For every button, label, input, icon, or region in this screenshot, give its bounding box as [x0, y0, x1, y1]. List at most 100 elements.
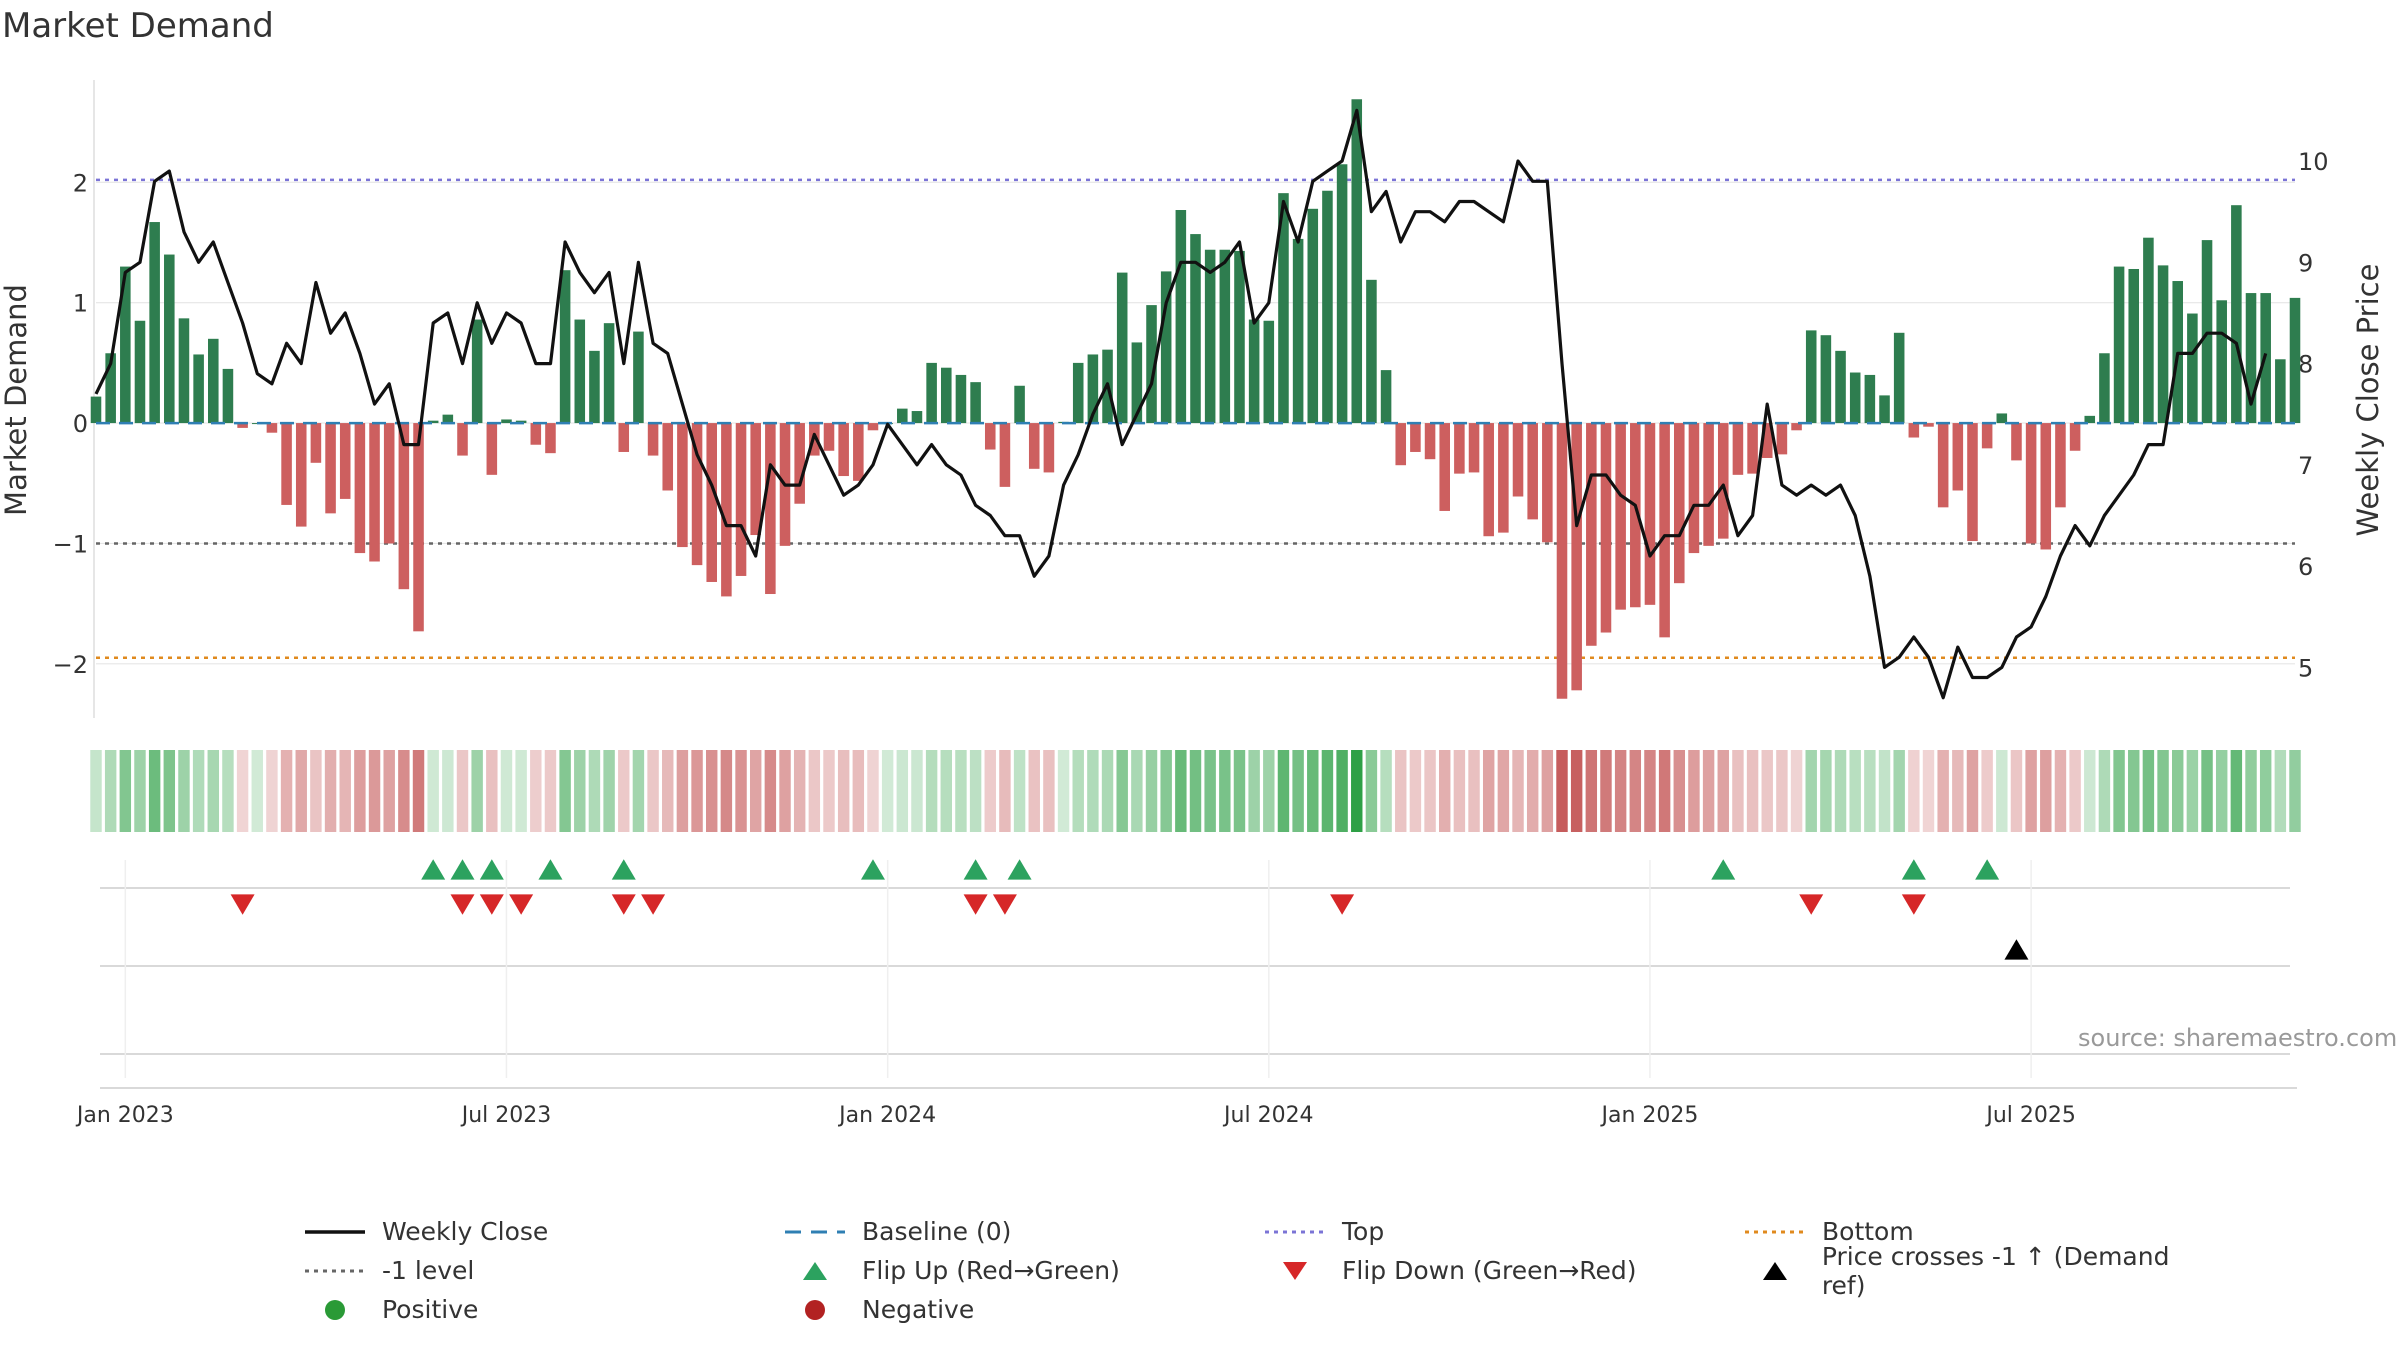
- flip-up-marker: [1007, 859, 1032, 880]
- heat-strip-cell: [1263, 750, 1275, 832]
- demand-bar-positive: [1351, 99, 1363, 424]
- heat-strip-cell: [1922, 750, 1935, 832]
- heat-strip-cell: [119, 750, 132, 832]
- heat-strip-cell: [1996, 750, 2008, 832]
- demand-bar-positive: [2245, 293, 2257, 424]
- demand-bar-negative: [383, 423, 395, 544]
- heat-strip-cell: [1219, 750, 1231, 832]
- flip-up-marker: [1901, 859, 1926, 880]
- heat-strip-cell: [955, 750, 967, 832]
- heat-strip-cell: [134, 750, 146, 832]
- heat-strip-cell: [530, 750, 542, 832]
- flip-up-marker: [538, 859, 563, 880]
- heat-strip-cell: [2289, 750, 2301, 832]
- demand-bar-negative: [853, 423, 864, 481]
- demand-bar-positive: [442, 414, 454, 424]
- demand-bar-positive: [105, 353, 116, 424]
- flip-down-marker: [1901, 894, 1926, 915]
- heat-strip-cell: [911, 750, 923, 832]
- heat-strip-cell: [603, 750, 615, 832]
- heat-strip-cell: [251, 750, 263, 832]
- heat-strip-cell: [1028, 750, 1040, 832]
- demand-bar-positive: [589, 350, 600, 424]
- flip-down-marker: [1330, 894, 1355, 915]
- demand-bar-negative: [750, 423, 761, 536]
- demand-bar-negative: [1630, 423, 1641, 608]
- heat-strip-cell: [544, 750, 557, 832]
- heat-strip-cell: [280, 750, 293, 832]
- demand-bar-negative: [530, 423, 542, 445]
- heat-strip-cell: [1131, 750, 1143, 832]
- demand-bar-negative: [1043, 423, 1055, 473]
- demand-bar-negative: [281, 423, 292, 505]
- demand-bar-positive: [1072, 362, 1084, 424]
- demand-bar-negative: [1586, 423, 1597, 646]
- heat-strip-cell: [2054, 750, 2067, 832]
- demand-bar-positive: [2289, 297, 2301, 424]
- demand-bar-negative: [1952, 423, 1964, 491]
- demand-bar-positive: [2113, 266, 2125, 424]
- demand-bar-negative: [2011, 423, 2022, 461]
- demand-bar-negative: [339, 423, 351, 499]
- demand-bar-positive: [164, 254, 175, 424]
- flip-down-marker: [479, 894, 504, 915]
- demand-bar-negative: [2069, 423, 2081, 451]
- y-tick-label-right: 6: [2298, 553, 2313, 581]
- legend-item: Flip Down (Green→Red): [1260, 1251, 1740, 1290]
- demand-bar-positive: [574, 319, 586, 424]
- demand-bar-positive: [1820, 335, 1832, 424]
- heat-strip-cell: [222, 750, 234, 832]
- heat-strip-cell: [1409, 750, 1422, 832]
- demand-bar-positive: [2128, 268, 2140, 424]
- legend-label: Price crosses -1 ↑ (Demand ref): [1821, 1241, 2170, 1300]
- heat-strip-cell: [1878, 750, 1891, 832]
- heat-strip-cell: [310, 750, 322, 832]
- flip-down-marker: [1799, 894, 1824, 915]
- demand-bar-negative: [266, 423, 278, 433]
- flip-down-marker: [963, 894, 988, 915]
- demand-bar-positive: [1116, 272, 1128, 424]
- heat-strip-cell: [324, 750, 337, 832]
- heat-strip-cell: [1937, 750, 1949, 832]
- heat-strip-cell: [808, 750, 821, 832]
- heat-strip-cell: [1307, 750, 1319, 832]
- heat-strip-cell: [588, 750, 601, 832]
- demand-bar-positive: [955, 374, 967, 424]
- demand-bar-positive: [941, 367, 952, 424]
- heat-strip-cell: [1614, 750, 1627, 832]
- demand-bar-positive: [90, 396, 102, 424]
- heat-strip-cell: [1365, 750, 1378, 832]
- demand-bar-negative: [2055, 423, 2066, 508]
- chart-title: Market Demand: [2, 6, 274, 46]
- heat-strip-cell: [691, 750, 703, 832]
- demand-bar-negative: [838, 423, 849, 477]
- heat-strip-cell: [2274, 750, 2287, 832]
- demand-bar-positive: [1879, 395, 1890, 424]
- heat-strip-cell: [412, 750, 425, 832]
- heat-strip-cell: [1380, 750, 1392, 832]
- legend-item: Top: [1260, 1212, 1740, 1251]
- legend-swatch-line-solid: [300, 1217, 370, 1247]
- demand-bar-positive: [926, 362, 937, 424]
- heat-strip-cell: [1087, 750, 1099, 832]
- heat-strip-cell: [1336, 750, 1348, 832]
- demand-bar-positive: [1380, 370, 1392, 424]
- legend-swatch-circle: [300, 1295, 370, 1325]
- y-tick-label-right: 9: [2298, 249, 2313, 277]
- flip-down-marker: [509, 894, 534, 915]
- heat-strip-cell: [1702, 750, 1715, 832]
- flip-down-marker: [450, 894, 475, 915]
- demand-bar-positive: [120, 266, 131, 424]
- y-axis-label-left: Market Demand: [0, 284, 33, 516]
- demand-bar-negative: [1498, 423, 1509, 533]
- heat-strip-cell: [1746, 750, 1759, 832]
- heat-strip-cell: [662, 750, 674, 832]
- demand-bar-positive: [178, 318, 190, 424]
- legend-item: Baseline (0): [780, 1212, 1260, 1251]
- heat-strip-cell: [486, 750, 498, 832]
- heat-strip-cell: [2259, 750, 2272, 832]
- flip-down-marker: [611, 894, 636, 915]
- demand-bar-positive: [2084, 415, 2096, 424]
- heat-strip-cell: [1072, 750, 1084, 832]
